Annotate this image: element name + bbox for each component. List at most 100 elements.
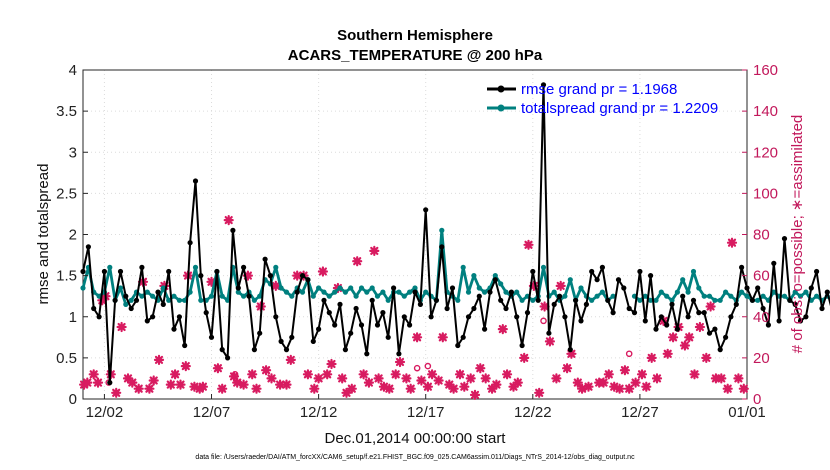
y-axis-left-label: rmse and totalspread [35,164,52,305]
y-right-tick-label: 40 [753,309,770,326]
obs-assimilated-marker [261,365,272,376]
obs-assimilated-marker [738,383,749,394]
rmse-point [648,273,654,279]
obs-assimilated-marker [326,358,337,370]
obs-assimilated-marker [133,383,144,394]
totalspread-point [166,297,172,303]
rmse-point [439,244,445,250]
totalspread-point [723,289,729,295]
obs-assimilated-marker [223,215,234,226]
y-left-tick-label: 3.5 [56,103,77,120]
rmse-point [498,297,504,303]
obs-assimilated-marker [251,383,262,394]
totalspread-point [107,264,113,270]
totalspread-point [658,289,664,295]
y-right-tick-label: 60 [753,268,770,285]
obs-assimilated-marker [497,324,508,335]
totalspread-point [760,293,766,299]
obs-assimilated-marker [422,381,433,392]
totalspread-point [781,293,788,299]
totalspread-point [208,293,215,299]
totalspread-point [348,285,354,291]
rmse-point [299,273,306,279]
obs-assimilated-marker [448,383,459,394]
obs-assimilated-marker [212,363,223,374]
obs-assimilated-marker [619,365,631,376]
rmse-point [776,318,782,324]
rmse-point [396,351,402,357]
totalspread-point [171,293,177,299]
rmse-point [492,277,498,283]
rmse-point [514,314,520,320]
obs-assimilated-marker [416,375,427,386]
obs-possible-marker [424,362,432,370]
totalspread-point [192,264,199,270]
obs-assimilated-marker [238,379,249,390]
obs-assimilated-marker [285,354,296,365]
rmse-point [128,305,134,312]
rmse-point [283,347,290,353]
rmse-point [257,330,263,336]
obs-assimilated-marker [480,373,491,384]
totalspread-point [310,293,316,299]
rmse-point [449,285,456,291]
rmse-point [374,322,381,328]
obs-assimilated-marker [313,373,324,384]
totalspread-point [599,289,606,295]
obs-assimilated-marker [92,377,104,388]
obs-assimilated-marker [528,280,540,291]
totalspread-point [299,289,306,295]
obs-assimilated-marker [352,256,363,267]
rmse-point [744,285,750,291]
totalspread-point [690,268,697,275]
chart-title-line1: Southern Hemisphere [337,27,493,44]
rmse-point [792,301,798,307]
obs-assimilated-marker [82,377,93,388]
obs-assimilated-marker [317,266,328,277]
x-tick-label: 12/27 [621,404,659,421]
totalspread-point [401,293,407,299]
rmse-point [342,347,348,353]
rmse-point [423,207,429,213]
rmse-point [465,314,472,320]
totalspread-point [744,293,750,299]
obs-assimilated-marker [726,237,738,248]
rmse-point [225,355,231,361]
rmse-point [723,334,729,340]
totalspread-point [412,285,418,291]
rmse-point [589,268,595,275]
rmse-point [364,351,370,357]
rmse-point [519,342,525,349]
totalspread-point [465,289,472,295]
obs-assimilated-marker [534,387,545,398]
rmse-point [717,347,723,353]
rmse-point [192,178,199,184]
rmse-line [82,83,830,384]
totalspread-point [610,293,616,299]
rmse-point [182,342,188,349]
legend-rmse-marker [497,85,505,93]
y-left-tick-label: 1 [69,309,77,326]
totalspread-point [337,285,343,291]
rmse-point [358,322,365,328]
obs-assimilated-marker [544,336,556,347]
legend-spread-marker [497,104,505,112]
rmse-point [230,227,236,233]
obs-possible-marker [540,317,547,325]
totalspread-point [289,293,295,299]
obs-assimilated-marker [309,383,320,394]
rmse-point [219,347,225,353]
rmse-point [144,318,150,324]
totalspread-point [589,297,595,303]
totalspread-point [637,297,643,303]
totalspread-point [519,297,525,303]
obs-assimilated-marker [716,373,727,384]
rmse-point [198,273,204,279]
totalspread-point [696,285,702,291]
rmse-point [594,277,600,283]
totalspread-point [219,293,225,299]
rmse-point [760,305,766,312]
y-left-tick-label: 0 [69,391,77,408]
rmse-point [621,285,627,291]
totalspread-point [187,289,193,295]
